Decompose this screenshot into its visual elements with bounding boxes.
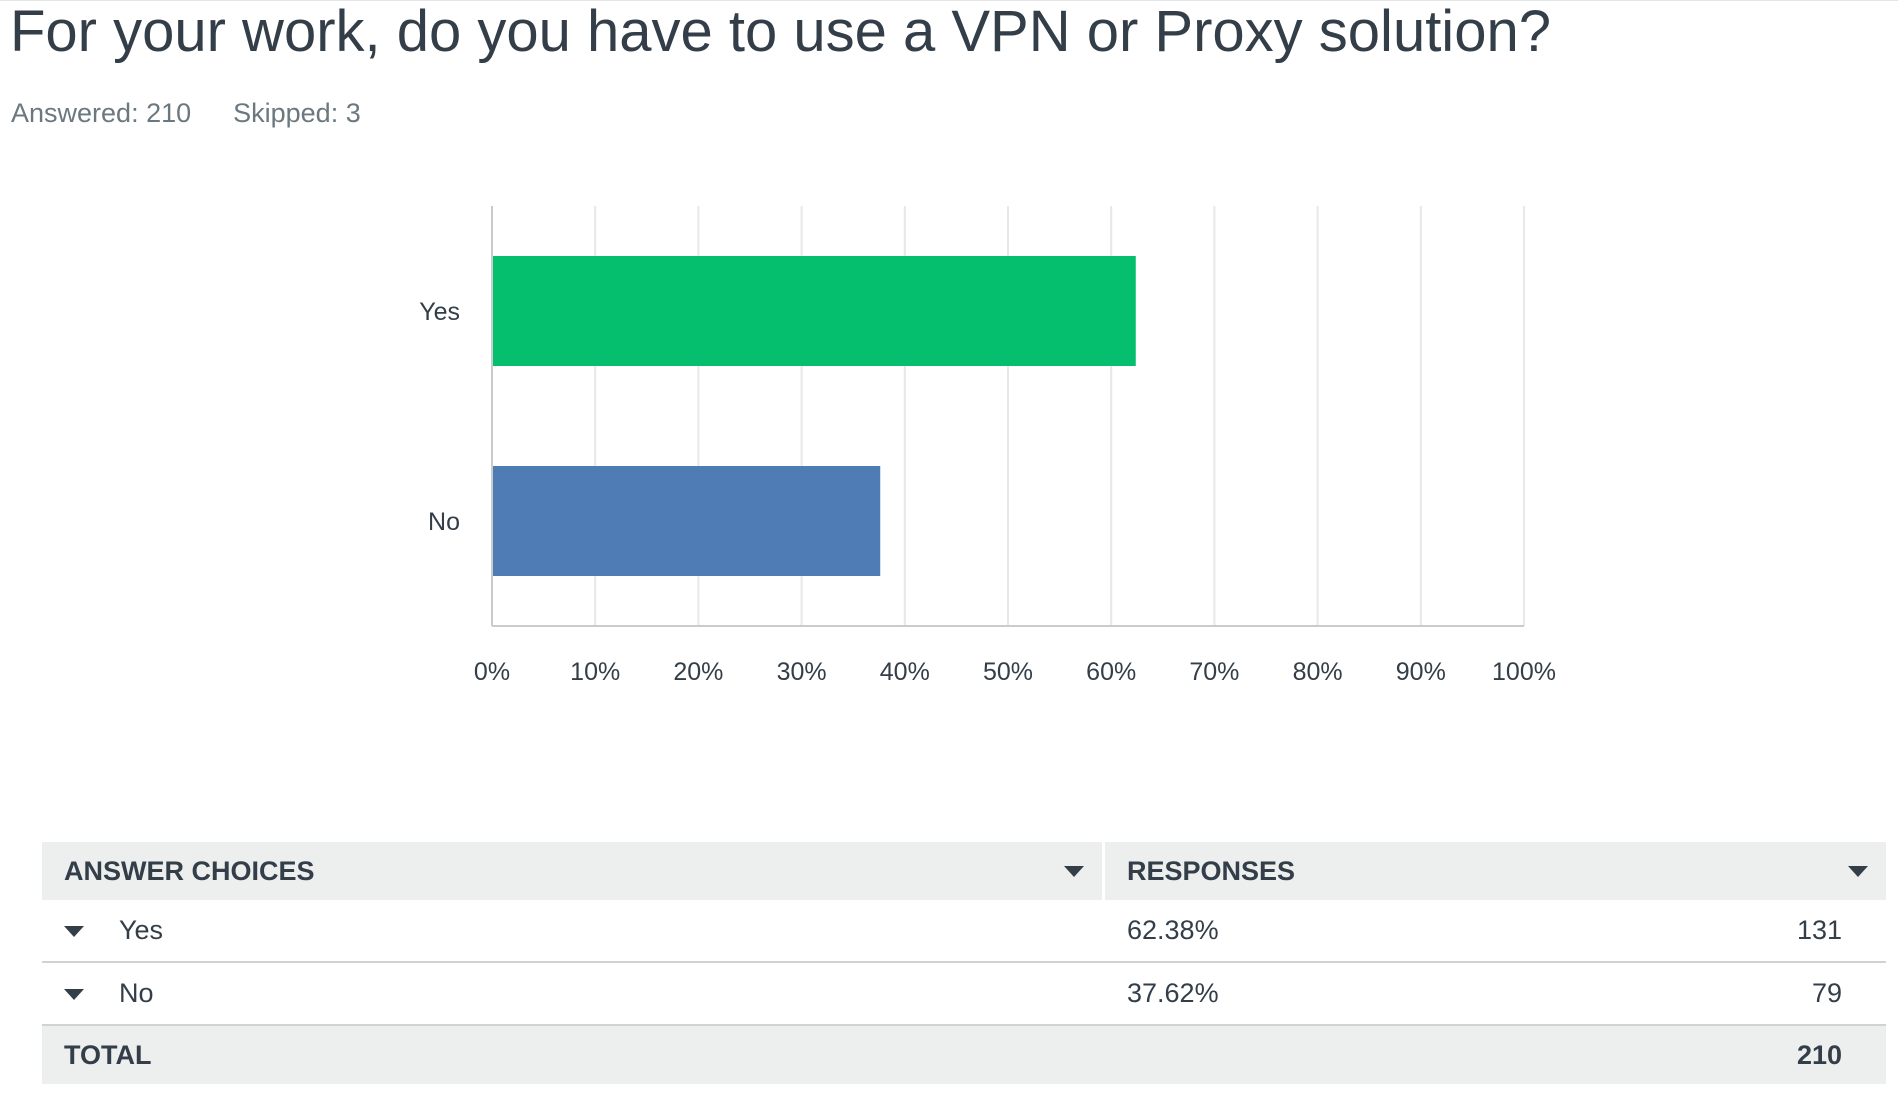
total-row: TOTAL 210 (42, 1026, 1886, 1084)
response-stats: Answered: 210 Skipped: 3 (11, 98, 361, 129)
total-cell: 210 (1105, 1026, 1886, 1084)
response-cell: 37.62% 79 (1105, 963, 1886, 1026)
x-tick-label: 0% (474, 658, 510, 686)
response-percent: 37.62% (1127, 978, 1219, 1008)
x-tick-label: 60% (1086, 658, 1136, 686)
responses-header-label: RESPONSES (1127, 855, 1296, 886)
question-title: For your work, do you have to use a VPN … (10, 0, 1551, 64)
chart-bars (492, 256, 1136, 576)
answered-count: Answered: 210 (11, 98, 192, 128)
bar-yes (492, 256, 1136, 366)
response-cell: 62.38% 131 (1105, 900, 1886, 963)
category-label: Yes (419, 298, 460, 326)
choice-label: Yes (119, 915, 164, 945)
choice-label: No (119, 978, 154, 1008)
x-tick-label: 40% (880, 658, 930, 686)
chart-labels: 0% 10% 20% 30% 40% 50% 60% 70% 80% 90% 100% Yes No (419, 298, 1556, 686)
table-row: No 37.62% 79 (42, 963, 1886, 1026)
bar-no (492, 466, 881, 576)
total-count: 210 (1796, 1039, 1842, 1070)
x-tick-label: 100% (1492, 658, 1556, 686)
choice-cell: Yes (42, 900, 1105, 963)
response-percent: 62.38% (1127, 915, 1219, 945)
table-header-row: ANSWER CHOICES RESPONSES (42, 842, 1886, 900)
category-label: No (428, 508, 460, 536)
x-tick-label: 20% (673, 658, 723, 686)
response-count: 131 (1796, 915, 1842, 945)
expand-caret-icon[interactable] (64, 989, 84, 1001)
x-tick-label: 50% (983, 658, 1033, 686)
choice-cell: No (42, 963, 1105, 1026)
answer-choices-header[interactable]: ANSWER CHOICES (42, 842, 1105, 900)
skipped-count: Skipped: 3 (233, 98, 361, 128)
top-divider (0, 0, 1898, 1)
bar-chart: 0% 10% 20% 30% 40% 50% 60% 70% 80% 90% 100% Yes No (419, 206, 1556, 686)
responses-header[interactable]: RESPONSES (1105, 842, 1886, 900)
sort-caret-icon[interactable] (1848, 866, 1868, 877)
sort-caret-icon[interactable] (1064, 866, 1084, 877)
response-table: ANSWER CHOICES RESPONSES Yes 62.38% 131 (42, 842, 1886, 1084)
table-row: Yes 62.38% 131 (42, 900, 1886, 963)
total-label: TOTAL (42, 1026, 1105, 1084)
response-count: 79 (1811, 978, 1842, 1008)
x-tick-label: 10% (570, 658, 620, 686)
expand-caret-icon[interactable] (64, 926, 84, 938)
x-tick-label: 30% (777, 658, 827, 686)
x-tick-label: 90% (1396, 658, 1446, 686)
x-tick-label: 70% (1189, 658, 1239, 686)
chart-axes (491, 206, 1524, 627)
x-tick-label: 80% (1293, 658, 1343, 686)
answer-choices-header-label: ANSWER CHOICES (64, 855, 315, 886)
